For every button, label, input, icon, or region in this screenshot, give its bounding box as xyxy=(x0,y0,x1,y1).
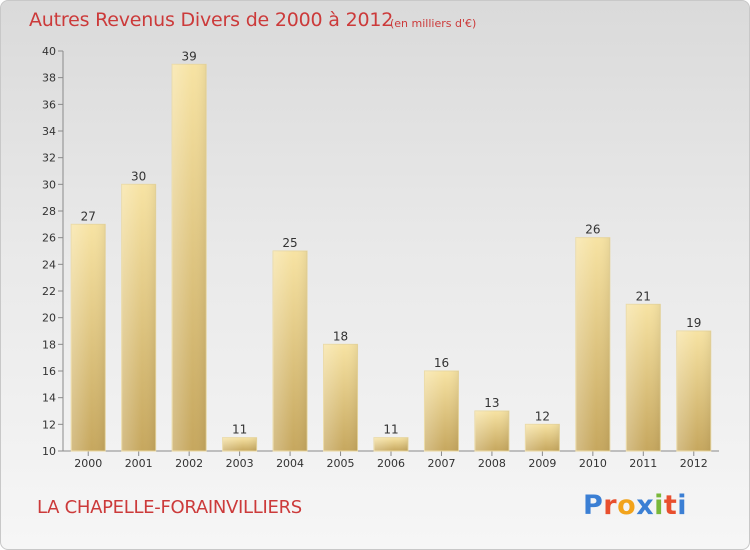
y-tick-label: 12 xyxy=(42,418,56,431)
bar-shade xyxy=(172,64,207,452)
y-tick-label: 10 xyxy=(42,445,56,458)
bar-shade xyxy=(323,344,358,451)
y-tick-label: 38 xyxy=(42,72,56,85)
x-tick-label: 2005 xyxy=(327,457,355,470)
bar-shade xyxy=(474,411,509,451)
x-tick-label: 2002 xyxy=(175,457,203,470)
y-tick-label: 22 xyxy=(42,285,56,298)
bar-value-label: 11 xyxy=(383,423,398,437)
y-tick-label: 36 xyxy=(42,98,56,111)
logo-letter: r xyxy=(603,490,618,521)
bar-value-label: 13 xyxy=(484,396,499,410)
bar-value-label: 11 xyxy=(232,423,247,437)
x-tick-label: 2003 xyxy=(226,457,254,470)
bars xyxy=(70,63,712,452)
y-tick-label: 32 xyxy=(42,152,56,165)
logo-letter: o xyxy=(617,490,637,521)
x-tick-label: 2012 xyxy=(680,457,708,470)
bar-value-label: 18 xyxy=(333,329,348,343)
x-tick-label: 2000 xyxy=(74,457,102,470)
y-tick-label: 26 xyxy=(42,232,56,245)
x-tick-label: 2009 xyxy=(528,457,556,470)
y-tick-label: 30 xyxy=(42,178,56,191)
bar-shade xyxy=(676,331,711,451)
bar-value-label: 39 xyxy=(182,49,197,63)
bar-shade xyxy=(575,237,610,451)
bar-value-label: 26 xyxy=(585,223,600,237)
bar-value-label: 12 xyxy=(535,409,550,423)
logo-letter: t xyxy=(663,490,678,521)
bar-shade xyxy=(71,224,106,451)
bar-shade xyxy=(626,304,661,451)
logo-letter: P xyxy=(583,490,604,521)
chart-subtitle: (en milliers d'€) xyxy=(390,17,477,30)
bar-value-label: 16 xyxy=(434,356,449,370)
bar-shade xyxy=(273,251,308,451)
x-tick-label: 2007 xyxy=(427,457,455,470)
commune-name: LA CHAPELLE-FORAINVILLIERS xyxy=(37,497,302,518)
proxiti-logo[interactable]: Proxiti xyxy=(583,490,687,521)
logo-letter: i xyxy=(654,490,664,521)
x-tick-label: 2006 xyxy=(377,457,405,470)
bar-value-label: 30 xyxy=(131,169,146,183)
chart-title: Autres Revenus Divers de 2000 à 2012 xyxy=(29,9,394,31)
x-axis: 2000 2001 2002 2003 2004 2005 2006 2007 2008 2009… xyxy=(63,450,719,470)
y-tick-label: 18 xyxy=(42,338,56,351)
logo-letter: x xyxy=(636,490,655,521)
y-tick-label: 24 xyxy=(42,258,56,271)
bar-shade xyxy=(525,424,560,451)
y-tick-label: 14 xyxy=(42,392,56,405)
bar-value-label: 19 xyxy=(686,316,701,330)
bar-value-label: 21 xyxy=(636,289,651,303)
bar-value-label: 25 xyxy=(282,236,297,250)
x-tick-label: 2001 xyxy=(125,457,153,470)
data-labels: 27 30 39 11 25 18 11 16 13 12 26 21 19 xyxy=(81,49,702,436)
bar-shade xyxy=(424,371,459,451)
logo-letter: i xyxy=(677,490,688,521)
bar-shade xyxy=(121,184,156,452)
y-tick-label: 16 xyxy=(42,365,56,378)
y-tick-label: 34 xyxy=(42,125,56,138)
y-tick-label: 20 xyxy=(42,312,56,325)
y-tick-label: 28 xyxy=(42,205,56,218)
bar-shade xyxy=(374,437,408,451)
x-tick-label: 2011 xyxy=(629,457,657,470)
y-tick-label: 40 xyxy=(42,45,56,58)
bar-shade xyxy=(222,437,257,451)
bar-value-label: 27 xyxy=(81,209,96,223)
x-tick-label: 2004 xyxy=(276,457,304,470)
x-tick-label: 2008 xyxy=(478,457,506,470)
x-tick-label: 2010 xyxy=(579,457,607,470)
y-axis: 10 12 14 16 18 20 22 24 26 28 30 32 34 36 38 40 xyxy=(42,45,64,458)
